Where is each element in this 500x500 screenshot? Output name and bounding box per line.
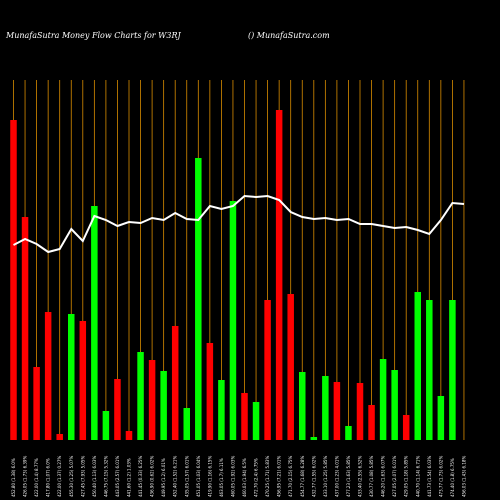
x-tick-label: 426.05 (1.73) 6.39% <box>23 456 28 497</box>
chart-subtitle: () MunafaSutra.com <box>248 31 330 40</box>
bar-8 <box>91 206 98 440</box>
bar-31 <box>356 383 364 440</box>
bar-1 <box>10 120 17 440</box>
x-tick-label: 437.00 (1.23) 4.01% <box>334 456 339 497</box>
x-tick-label: 470.25 (1.71) 5.83% <box>265 456 270 497</box>
x-tick-label: 432.77 (1.55) 6.02% <box>311 456 316 497</box>
bar-35 <box>402 415 410 440</box>
bar-32 <box>368 405 375 440</box>
bar-24 <box>275 110 283 440</box>
bar-17 <box>195 158 202 440</box>
bar-22 <box>252 402 260 440</box>
bar-29 <box>333 382 341 440</box>
bar-27 <box>310 437 318 440</box>
bar-series <box>10 110 456 440</box>
bar-39 <box>449 300 456 440</box>
x-tick-label: 446.20 (1.63) 6.07% <box>381 456 386 497</box>
x-tick-label: 456.03 (1.43) 6.18% <box>461 456 466 497</box>
x-tick-label: 440.70 (1.14) 6.71% <box>415 456 420 497</box>
x-tick-label: 422.00 (1.4) 8.77% <box>34 458 39 497</box>
x-tick-label: 454.77 (1.68) 6.28% <box>300 456 305 497</box>
money-flow-line <box>13 194 465 254</box>
x-tick-label: 452.40 (1.52) 6.21% <box>173 456 178 497</box>
bar-3 <box>33 367 40 440</box>
bar-2 <box>21 217 29 440</box>
bar-15 <box>171 326 179 440</box>
bar-16 <box>183 408 190 440</box>
x-tick-label: 436.90 (0.62) 6.02% <box>150 456 155 497</box>
bar-7 <box>79 321 87 440</box>
x-tick-label: 429.05 (1.18) 5.85% <box>404 456 409 497</box>
x-tick-label: 456.95 (7.21) 6.01% <box>277 456 282 497</box>
bar-25 <box>287 294 294 440</box>
x-tick-label: 474.40 (1.8) 6.75% <box>450 458 455 497</box>
x-tick-label: 441.60 (1.2) 1.03% <box>127 458 132 497</box>
bar-28 <box>322 376 329 440</box>
bar-20 <box>229 201 237 440</box>
x-tick-label: 433.10 (1.25) 5.85% <box>323 456 328 497</box>
x-tick-label: 446.75 (7.15) 5.32% <box>103 456 108 497</box>
x-tick-label: 460.03 (1.94) 6.5% <box>242 458 247 497</box>
bar-38 <box>437 396 445 440</box>
bar-9 <box>102 411 110 440</box>
x-tick-label: 471.70 (2.15) 6.75% <box>288 456 293 497</box>
bar-13 <box>148 360 156 440</box>
x-tick-label: 450.40 (1.13) 6.03% <box>92 456 97 497</box>
bar-21 <box>241 393 248 440</box>
bar-19 <box>218 380 225 440</box>
x-tick-label: 473.77 (1.73) 6.02% <box>438 456 443 497</box>
x-tick-label: 455.30 (1.25) 5.07% <box>69 456 74 497</box>
x-tick-label: 443.05 (2.57) 6.01% <box>115 456 120 497</box>
bar-36 <box>414 292 421 440</box>
x-tick-label: 435.05 (1.57) 6.01% <box>184 456 189 497</box>
x-tick-label: 460.05 (1.92) 6.03% <box>230 456 235 497</box>
bar-11 <box>125 431 133 440</box>
bar-34 <box>391 370 398 440</box>
x-tick-label: 449.95 (1.2) 6.01% <box>161 458 166 497</box>
x-tick-label: 427.05 (2.07) 6.01% <box>392 456 397 497</box>
bar-26 <box>299 372 306 440</box>
chart-title: MunafaSutra Money Flow Charts for W3RJ <box>5 31 181 40</box>
bar-18 <box>206 343 214 440</box>
x-tick-label: 417.80 (1.07) 6.0% <box>46 458 51 497</box>
bar-30 <box>345 426 352 440</box>
x-tick-labels: 452.80 (1.38) 6.0% 426.05 (1.73) 6.39% 422… <box>11 456 466 497</box>
x-tick-label: 477.23 (1.63) 5.85% <box>346 456 351 497</box>
bar-14 <box>160 371 167 440</box>
x-tick-label: 422.00 (1.37) 0.27% <box>57 456 62 497</box>
bar-37 <box>426 300 433 440</box>
x-tick-label: 433.40 (2.55) 6.52% <box>358 456 363 497</box>
bar-4 <box>44 312 52 440</box>
bar-23 <box>264 300 271 440</box>
x-tick-label: 463.05 (1.7) 6.11% <box>219 458 224 497</box>
x-tick-label: 441.45 (0.33) 6.25% <box>138 456 143 497</box>
bar-10 <box>114 379 121 440</box>
x-tick-label: 430.77 (1.08) 5.85% <box>369 456 374 497</box>
bar-33 <box>379 359 387 440</box>
x-tick-label: 427.45 (7.93) 5.05% <box>80 456 85 497</box>
x-tick-label: 419.90 (1.16) 6.15% <box>207 456 212 497</box>
bar-5 <box>56 434 63 440</box>
x-tick-label: 452.80 (1.38) 6.0% <box>11 458 16 497</box>
bar-12 <box>137 352 144 440</box>
bar-6 <box>68 314 75 440</box>
x-tick-label: 441.73 (1.54) 6.03% <box>427 456 432 497</box>
x-tick-label: 472.70 (2.4) 6.75% <box>254 458 259 497</box>
x-tick-label: 451.05 (1.03) 6.04% <box>196 456 201 497</box>
line-series <box>13 194 465 254</box>
